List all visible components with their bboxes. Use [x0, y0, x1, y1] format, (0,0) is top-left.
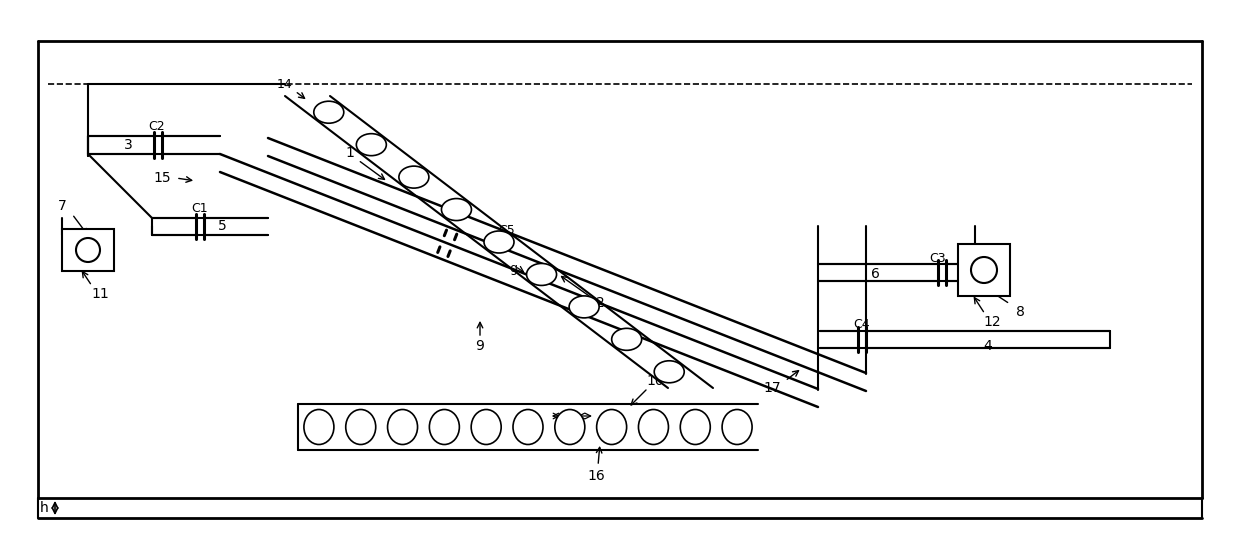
Ellipse shape	[356, 134, 387, 156]
Ellipse shape	[388, 410, 418, 444]
Ellipse shape	[429, 410, 459, 444]
Ellipse shape	[484, 231, 515, 253]
Text: 14: 14	[277, 78, 293, 91]
Text: 16: 16	[587, 469, 605, 483]
Ellipse shape	[596, 410, 626, 444]
Ellipse shape	[76, 238, 100, 262]
Text: 7: 7	[57, 199, 67, 213]
Text: C2: C2	[149, 120, 165, 133]
Text: 10: 10	[646, 374, 663, 388]
Ellipse shape	[722, 410, 753, 444]
Text: C1: C1	[192, 201, 208, 215]
Bar	[62, 229, 114, 271]
Ellipse shape	[471, 410, 501, 444]
Text: 3: 3	[124, 138, 133, 152]
Ellipse shape	[513, 410, 543, 444]
Text: 12: 12	[983, 315, 1001, 329]
Text: d: d	[603, 419, 611, 432]
Text: C5: C5	[498, 223, 516, 236]
Ellipse shape	[655, 361, 684, 383]
Ellipse shape	[346, 410, 376, 444]
Text: 2: 2	[595, 296, 604, 310]
Text: 4: 4	[983, 339, 992, 353]
Text: C4: C4	[853, 318, 870, 330]
Text: h: h	[40, 501, 48, 515]
Ellipse shape	[554, 410, 585, 444]
Text: 15: 15	[154, 171, 171, 185]
Ellipse shape	[527, 263, 557, 286]
Text: 8: 8	[1016, 305, 1024, 319]
Ellipse shape	[399, 166, 429, 188]
Text: 11: 11	[91, 287, 109, 301]
Ellipse shape	[304, 410, 334, 444]
Ellipse shape	[569, 296, 599, 318]
Text: C3: C3	[930, 252, 946, 264]
Text: 6: 6	[870, 267, 879, 281]
Ellipse shape	[971, 257, 997, 283]
Ellipse shape	[611, 328, 641, 351]
Ellipse shape	[441, 199, 471, 221]
Text: 9: 9	[476, 339, 485, 353]
Ellipse shape	[681, 410, 711, 444]
Text: P: P	[536, 419, 543, 432]
Text: 1: 1	[346, 146, 355, 160]
Bar	[959, 244, 1011, 296]
Ellipse shape	[314, 101, 343, 123]
Ellipse shape	[639, 410, 668, 444]
Text: 17: 17	[763, 381, 781, 395]
Text: 5: 5	[218, 219, 227, 233]
Text: g: g	[508, 262, 517, 275]
